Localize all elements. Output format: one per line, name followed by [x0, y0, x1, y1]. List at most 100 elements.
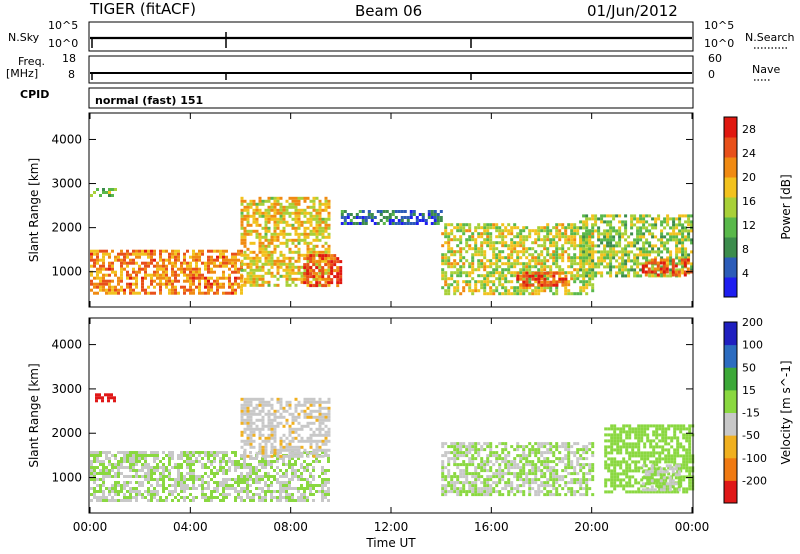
heatmap-cell — [561, 223, 565, 227]
heatmap-cell — [315, 235, 319, 239]
heatmap-cell — [327, 430, 331, 434]
heatmap-cell — [192, 469, 195, 472]
heatmap-cell — [159, 285, 162, 289]
heatmap-cell — [655, 463, 659, 467]
heatmap-cell — [285, 403, 289, 407]
heatmap-cell — [585, 490, 589, 494]
heatmap-cell — [192, 472, 195, 475]
heatmap-cell — [591, 469, 595, 473]
heatmap-cell — [631, 430, 635, 434]
heatmap-cell — [549, 493, 553, 497]
heatmap-cell — [159, 258, 162, 262]
heatmap-cell — [678, 214, 682, 218]
heatmap-cell — [687, 232, 691, 236]
heatmap-cell — [660, 223, 664, 227]
heatmap-cell — [640, 466, 644, 470]
heatmap-cell — [675, 253, 679, 257]
heatmap-cell — [471, 493, 475, 497]
heatmap-cell — [120, 490, 123, 493]
heatmap-cell — [543, 280, 547, 284]
heatmap-cell — [312, 271, 316, 275]
heatmap-cell — [183, 288, 186, 292]
heatmap-cell — [180, 475, 183, 478]
heatmap-cell — [480, 493, 484, 497]
heatmap-cell — [468, 283, 472, 287]
heatmap-cell — [480, 253, 484, 257]
heatmap-cell — [249, 433, 253, 437]
heatmap-cell — [105, 191, 108, 194]
heatmap-cell — [649, 445, 653, 449]
heatmap-cell — [264, 259, 268, 263]
heatmap-cell — [636, 217, 640, 221]
heatmap-cell — [267, 460, 270, 463]
heatmap-cell — [459, 235, 463, 239]
heatmap-cell — [213, 460, 216, 463]
heatmap-cell — [93, 493, 96, 496]
heatmap-cell — [261, 397, 265, 401]
heatmap-cell — [468, 472, 472, 476]
heatmap-cell — [264, 235, 268, 239]
heatmap-cell — [588, 256, 592, 260]
heatmap-cell — [138, 490, 141, 493]
heatmap-cell — [656, 261, 660, 265]
heatmap-cell — [120, 276, 123, 280]
heatmap-cell — [537, 289, 541, 293]
heatmap-cell — [312, 284, 316, 288]
heatmap-cell — [618, 235, 622, 239]
heatmap-cell — [444, 253, 448, 257]
heatmap-cell — [231, 478, 234, 481]
heatmap-cell — [655, 451, 659, 455]
heatmap-cell — [507, 472, 511, 476]
heatmap-cell — [516, 274, 520, 278]
heatmap-cell — [90, 258, 93, 262]
heatmap-cell — [537, 448, 541, 452]
heatmap-cell — [255, 454, 259, 458]
heatmap-cell — [111, 487, 114, 490]
heatmap-cell — [234, 258, 237, 262]
heatmap-cell — [570, 490, 574, 494]
heatmap-cell — [324, 259, 328, 263]
heatmap-cell — [653, 258, 657, 262]
heatmap-cell — [171, 291, 174, 295]
heatmap-cell — [303, 263, 307, 267]
heatmap-cell — [513, 472, 517, 476]
heatmap-cell — [489, 289, 493, 293]
heatmap-cell — [516, 445, 520, 449]
heatmap-cell — [561, 256, 565, 260]
heatmap-cell — [603, 259, 607, 263]
heatmap-cell — [243, 241, 247, 245]
heatmap-cell — [282, 409, 286, 413]
heatmap-cell — [667, 466, 671, 470]
heatmap-cell — [261, 262, 265, 266]
heatmap-cell — [213, 279, 216, 283]
heatmap-cell — [234, 466, 237, 469]
heatmap-cell — [246, 466, 249, 469]
heatmap-cell — [273, 418, 277, 422]
heatmap-cell — [471, 232, 475, 236]
heatmap-cell — [447, 460, 451, 464]
heatmap-cell — [459, 256, 463, 260]
heatmap-cell — [204, 493, 207, 496]
heatmap-cell — [456, 283, 460, 287]
heatmap-cell — [291, 256, 295, 260]
heatmap-cell — [462, 463, 466, 467]
heatmap-cell — [114, 475, 117, 478]
heatmap-cell — [628, 469, 632, 473]
heatmap-cell — [291, 280, 295, 284]
heatmap-cell — [364, 216, 368, 219]
heatmap-cell — [237, 490, 240, 493]
heatmap-cell — [436, 216, 440, 219]
heatmap-cell — [606, 244, 610, 248]
heatmap-cell — [456, 481, 460, 485]
heatmap-cell — [501, 277, 505, 281]
heatmap-cell — [642, 217, 646, 221]
heatmap-cell — [649, 460, 653, 464]
heatmap-cell — [249, 250, 253, 254]
heatmap-cell — [285, 265, 289, 269]
heatmap-cell — [528, 229, 532, 233]
heatmap-cell — [120, 288, 123, 292]
heatmap-cell — [318, 283, 322, 287]
heatmap-cell — [573, 223, 577, 227]
heatmap-cell — [528, 259, 532, 263]
heatmap-cell — [279, 250, 283, 254]
